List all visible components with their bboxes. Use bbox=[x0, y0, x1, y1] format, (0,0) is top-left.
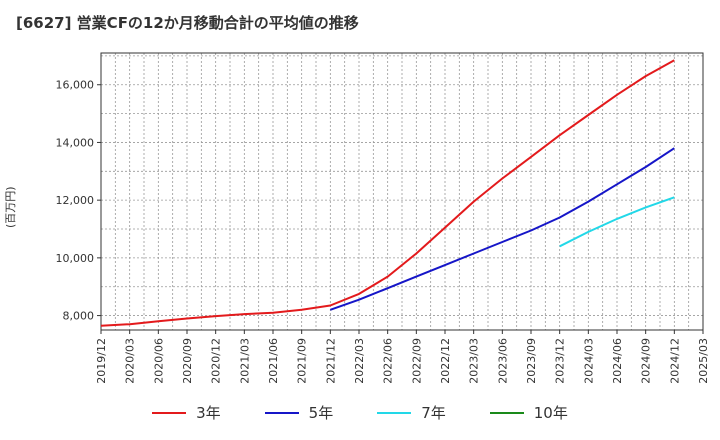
x-tick-label: 2020/12 bbox=[210, 338, 223, 384]
y-tick-label: 10,000 bbox=[56, 252, 95, 265]
x-tick-label: 2020/09 bbox=[181, 338, 194, 384]
x-tick-label: 2020/03 bbox=[124, 338, 137, 384]
chart-title: [6627] 営業CFの12か月移動合計の平均値の推移 bbox=[16, 14, 359, 32]
legend-swatch bbox=[489, 411, 524, 414]
x-tick-label: 2024/06 bbox=[611, 338, 624, 384]
x-tick-label: 2021/12 bbox=[324, 338, 337, 384]
x-tick-label: 2020/06 bbox=[152, 338, 165, 384]
x-tick-label: 2022/03 bbox=[353, 338, 366, 384]
x-tick-label: 2023/12 bbox=[554, 338, 567, 384]
legend-item: 10年 bbox=[489, 402, 568, 423]
x-tick-label: 2022/06 bbox=[382, 338, 395, 384]
y-tick-label: 14,000 bbox=[56, 136, 95, 149]
x-tick-label: 2021/03 bbox=[238, 338, 251, 384]
series-line-5年 bbox=[329, 147, 675, 311]
legend-label: 7年 bbox=[421, 404, 446, 422]
legend-label: 3年 bbox=[196, 404, 221, 422]
y-tick-label: 8,000 bbox=[63, 310, 95, 323]
x-tick-label: 2023/09 bbox=[525, 338, 538, 384]
x-tick-label: 2021/09 bbox=[296, 338, 309, 384]
x-tick-label: 2024/09 bbox=[640, 338, 653, 384]
plot-area bbox=[101, 53, 703, 330]
x-tick-label: 2021/06 bbox=[267, 338, 280, 384]
x-tick-label: 2025/03 bbox=[697, 338, 710, 384]
x-tick-label: 2022/12 bbox=[439, 338, 452, 384]
legend-swatch bbox=[152, 411, 187, 414]
x-tick-label: 2023/03 bbox=[468, 338, 481, 384]
series-line-3年 bbox=[100, 59, 675, 327]
y-tick-label: 16,000 bbox=[56, 79, 95, 92]
line-chart: 8,000 10,000 12,000 14,000 16,000 2019/12 2020… bbox=[56, 52, 710, 384]
plot-frame bbox=[100, 52, 704, 331]
legend-item: 5年 bbox=[264, 402, 334, 423]
x-tick-label: 2022/09 bbox=[410, 338, 423, 384]
legend: 3年 5年 7年 10年 bbox=[0, 402, 720, 423]
series-line-7年 bbox=[559, 196, 675, 248]
y-tick-label: 12,000 bbox=[56, 194, 95, 207]
legend-item: 3年 bbox=[152, 402, 221, 423]
legend-label: 5年 bbox=[308, 404, 334, 422]
x-tick-label: 2024/12 bbox=[668, 338, 681, 384]
legend-swatch bbox=[264, 411, 299, 414]
legend-label: 10年 bbox=[533, 404, 568, 422]
legend-swatch bbox=[377, 411, 412, 414]
x-tick-label: 2024/03 bbox=[582, 338, 595, 384]
x-tick-label: 2019/12 bbox=[95, 338, 108, 384]
legend-item: 7年 bbox=[377, 402, 446, 423]
x-tick-label: 2023/06 bbox=[496, 338, 509, 384]
